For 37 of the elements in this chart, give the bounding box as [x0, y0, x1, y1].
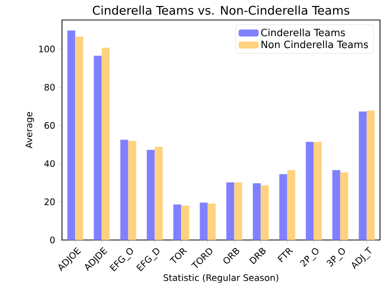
bar	[67, 30, 76, 240]
legend-label: Non Cinderella Teams	[262, 40, 368, 48]
y-axis-title: Average	[26, 112, 34, 148]
bar	[102, 48, 110, 240]
bar	[75, 36, 84, 240]
bar	[340, 172, 348, 240]
y-tick-label: 0	[50, 236, 55, 244]
bar	[120, 140, 128, 240]
bar	[366, 110, 375, 240]
bar	[94, 56, 102, 240]
bar	[306, 142, 314, 240]
bar	[358, 111, 367, 240]
y-tick-label: 60	[44, 122, 55, 129]
bar	[332, 170, 340, 240]
bar	[260, 185, 269, 240]
legend-label: Cinderella Teams	[261, 28, 345, 36]
y-tick-label: 80	[44, 84, 55, 91]
bar	[226, 182, 234, 240]
y-tick-label: 20	[44, 198, 55, 206]
bar	[234, 182, 242, 240]
y-tick-label: 40	[44, 160, 55, 167]
bar	[128, 140, 136, 240]
bar	[287, 170, 296, 240]
bar	[173, 204, 182, 240]
x-tick-label: FTR	[277, 248, 294, 262]
chart-title: Cinderella Teams vs. Non-Cinderella Teams	[92, 6, 350, 15]
x-tick-label: TOR	[169, 248, 188, 263]
bar	[200, 202, 208, 240]
bar	[181, 206, 190, 240]
bar	[314, 142, 322, 240]
x-axis-title: Statistic (Regular Season)	[164, 274, 278, 283]
bar	[252, 183, 261, 240]
bar	[208, 204, 216, 240]
y-tick-label: 100	[39, 46, 55, 52]
bar	[146, 150, 155, 240]
bar	[154, 146, 163, 240]
bar	[279, 174, 288, 240]
